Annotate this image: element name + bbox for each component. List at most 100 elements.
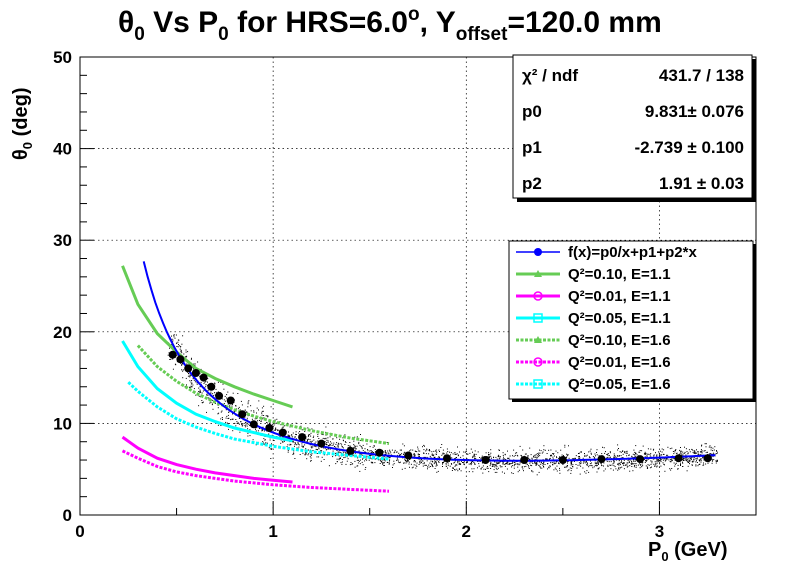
scatter-point <box>514 461 516 463</box>
scatter-point <box>242 424 244 426</box>
scatter-point <box>419 458 421 460</box>
scatter-point <box>353 453 354 455</box>
scatter-point <box>710 447 712 449</box>
scatter-point <box>607 455 609 457</box>
scatter-point <box>536 453 538 455</box>
scatter-point <box>684 459 686 461</box>
stats-label: p2 <box>522 174 542 193</box>
scatter-point <box>470 448 472 450</box>
scatter-point <box>338 451 340 453</box>
scatter-point <box>244 425 246 426</box>
scatter-point <box>183 360 185 362</box>
scatter-point <box>597 463 599 465</box>
scatter-point <box>391 449 393 451</box>
scatter-point <box>201 402 203 404</box>
scatter-point <box>347 445 349 447</box>
scatter-point <box>533 455 534 457</box>
scatter-point <box>584 454 586 456</box>
scatter-point <box>439 451 440 452</box>
scatter-point <box>481 456 483 458</box>
scatter-point <box>397 459 399 461</box>
scatter-point <box>409 466 410 468</box>
series-line-4 <box>121 449 390 493</box>
scatter-point <box>232 430 234 432</box>
scatter-point <box>331 442 333 444</box>
scatter-point <box>548 466 550 468</box>
x-tick-label: 0 <box>75 522 84 541</box>
scatter-point <box>634 459 636 461</box>
scatter-point <box>226 422 228 424</box>
scatter-point <box>271 434 273 436</box>
scatter-point <box>250 410 252 412</box>
scatter-point <box>339 438 341 440</box>
scatter-point <box>550 454 552 456</box>
scatter-point <box>532 463 534 464</box>
scatter-point <box>225 405 227 406</box>
scatter-point <box>662 458 664 460</box>
scatter-point <box>567 470 569 472</box>
scatter-point <box>465 450 467 452</box>
scatter-point <box>515 452 517 454</box>
scatter-point <box>373 452 375 453</box>
scatter-point <box>566 466 568 468</box>
scatter-point <box>323 447 325 449</box>
scatter-point <box>558 457 560 459</box>
scatter-point <box>263 430 265 432</box>
scatter-point <box>301 443 303 445</box>
scatter-point <box>359 470 361 472</box>
scatter-point <box>341 459 343 460</box>
scatter-point <box>590 460 591 462</box>
scatter-point <box>302 445 304 447</box>
scatter-point <box>214 383 216 385</box>
scatter-point <box>353 440 355 442</box>
scatter-point <box>658 451 660 453</box>
scatter-point <box>677 468 679 470</box>
scatter-point <box>246 422 248 424</box>
scatter-point <box>364 451 366 453</box>
scatter-point <box>490 452 492 454</box>
scatter-point <box>422 446 423 448</box>
scatter-point <box>403 445 405 447</box>
scatter-point <box>417 454 419 456</box>
scatter-point <box>374 448 376 450</box>
scatter-point <box>329 444 331 446</box>
scatter-point <box>686 451 688 453</box>
scatter-point <box>496 463 498 465</box>
scatter-point <box>554 467 556 469</box>
scatter-point <box>180 350 182 352</box>
scatter-point <box>398 461 399 463</box>
scatter-point <box>591 465 593 467</box>
fit-point <box>481 456 490 464</box>
scatter-point <box>435 461 437 462</box>
scatter-point <box>318 438 320 439</box>
scatter-point <box>584 471 586 473</box>
scatter-point <box>261 420 262 422</box>
scatter-point <box>200 381 202 383</box>
scatter-point <box>327 440 329 442</box>
stats-label: p1 <box>522 138 542 157</box>
scatter-point <box>452 467 453 469</box>
scatter-point <box>452 453 454 455</box>
scatter-point <box>247 406 249 408</box>
scatter-point <box>540 450 542 452</box>
x-axis-title: P0 (GeV) <box>648 539 727 564</box>
scatter-point <box>497 461 499 463</box>
scatter-point <box>703 462 704 464</box>
scatter-point <box>553 469 555 471</box>
scatter-point <box>543 445 545 447</box>
scatter-point <box>199 386 201 388</box>
scatter-point <box>606 457 608 459</box>
scatter-point <box>699 454 701 456</box>
scatter-point <box>536 462 538 464</box>
scatter-point <box>277 430 279 432</box>
stats-value: 9.831± 0.076 <box>645 102 744 121</box>
scatter-point <box>624 452 626 454</box>
scatter-point <box>593 456 595 458</box>
scatter-point <box>711 460 713 462</box>
scatter-point <box>247 428 249 430</box>
scatter-point <box>294 458 296 459</box>
scatter-point <box>292 441 294 443</box>
scatter-point <box>544 449 546 451</box>
scatter-point <box>217 407 219 409</box>
